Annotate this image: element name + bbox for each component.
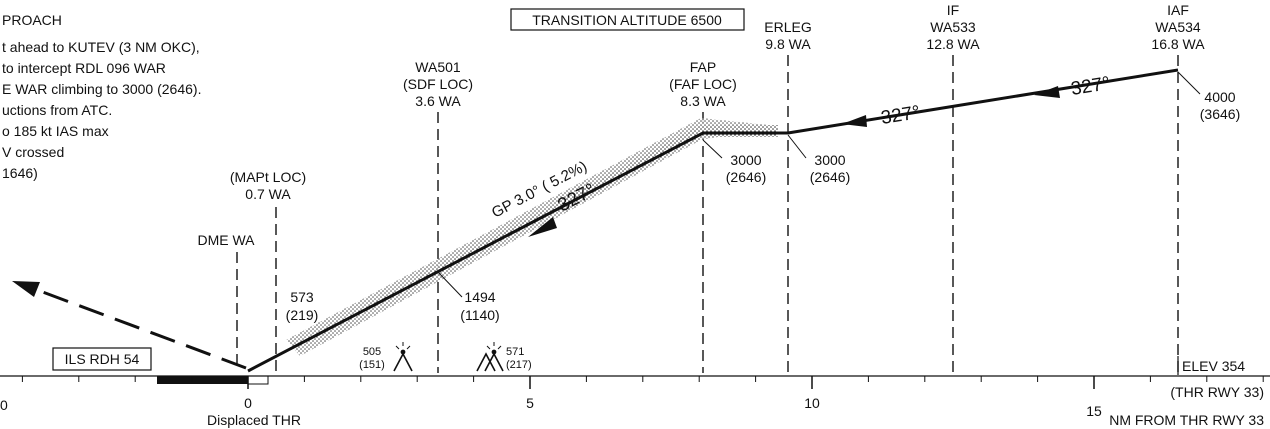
obstacle-elevation: 571 <box>506 346 524 358</box>
fix-if-dist: 12.8 WA <box>926 36 980 52</box>
axis-tick-label: 0 <box>244 395 252 411</box>
fix-wa501-name: WA501 <box>415 59 461 75</box>
axis-tick-label: 0 <box>0 397 8 413</box>
axis-tick-label: 10 <box>804 395 820 411</box>
iaf-height: (3646) <box>1200 106 1240 122</box>
obstacle-elevation: 505 <box>363 346 381 358</box>
fix-iaf-name: IAF <box>1167 2 1189 18</box>
wa501-altitude: 1494 <box>464 289 495 305</box>
erleg-height: (2646) <box>810 169 850 185</box>
fix-mapt-label: (MAPt LOC) <box>230 169 306 185</box>
approach-note-line: V crossed <box>2 144 64 160</box>
runway-bar <box>157 376 248 384</box>
approach-profile-line <box>247 68 1179 373</box>
fap-height: (2646) <box>726 169 766 185</box>
displaced-threshold-label: Displaced THR <box>207 412 301 428</box>
axis-tick-label: 15 <box>1086 403 1102 419</box>
fix-if-ident: WA533 <box>930 19 976 35</box>
intermediate-course-arrow-icon <box>842 115 867 127</box>
initial-course-arrow-icon <box>1034 86 1060 98</box>
fap-altitude: 3000 <box>730 152 761 168</box>
obstacle-icon <box>393 342 413 372</box>
approach-note-line: E WAR climbing to 3000 (2646). <box>2 81 201 97</box>
erleg-altitude: 3000 <box>814 152 845 168</box>
altitude-leaders <box>437 71 1201 298</box>
fix-erleg-dist: 9.8 WA <box>765 36 811 52</box>
fix-erleg-name: ERLEG <box>764 19 811 35</box>
approach-note-line: o 185 kt IAS max <box>2 123 109 139</box>
ils-rdh-label: ILS RDH 54 <box>65 351 140 367</box>
approach-note-line: PROACH <box>2 12 62 28</box>
missed-approach-path <box>12 281 247 370</box>
obstacle-571: 571 (217) <box>476 342 532 372</box>
obstacle-group-icon <box>476 342 504 372</box>
missed-approach-arrow-icon <box>12 281 40 297</box>
fix-fap-dist: 8.3 WA <box>680 93 726 109</box>
transition-altitude-label: TRANSITION ALTITUDE 6500 <box>532 12 722 28</box>
glide-path-arrow-icon <box>528 217 557 237</box>
axis-unit-label: NM FROM THR RWY 33 <box>1109 412 1264 428</box>
map-altitude: 573 <box>290 289 314 305</box>
ils-rdh-box: ILS RDH 54 <box>52 347 152 371</box>
intermediate-course-label: 327° <box>879 102 921 129</box>
elevation-box: ELEV 354 <box>1177 356 1245 375</box>
approach-note-line: uctions from ATC. <box>2 102 112 118</box>
iaf-altitude: 4000 <box>1204 89 1235 105</box>
fix-if-name: IF <box>947 2 959 18</box>
obstacle-505: 505 (151) <box>359 342 413 372</box>
approach-note-line: t ahead to KUTEV (3 NM OKC), <box>2 39 200 55</box>
fix-dme-wa-label: DME WA <box>197 232 255 248</box>
threshold-runway-label: (THR RWY 33) <box>1170 384 1264 400</box>
approach-notes: PROACH t ahead to KUTEV (3 NM OKC), to i… <box>2 12 201 181</box>
obstacle-height: (217) <box>506 359 532 371</box>
axis-tick-label: 5 <box>526 395 534 411</box>
map-height: (219) <box>286 307 319 323</box>
fix-wa501-sub: (SDF LOC) <box>403 76 473 92</box>
transition-altitude-box: TRANSITION ALTITUDE 6500 <box>510 8 745 31</box>
fix-fap-name: FAP <box>690 59 716 75</box>
altitude-labels: 3000 (2646) 3000 (2646) 4000 (3646) 1494… <box>286 89 1241 323</box>
fix-mapt-dist: 0.7 WA <box>245 186 291 202</box>
fix-fap-sub: (FAF LOC) <box>669 76 737 92</box>
wa501-height: (1140) <box>460 307 499 323</box>
initial-course-label: 327° <box>1069 73 1111 100</box>
elevation-label: ELEV 354 <box>1182 358 1245 374</box>
approach-note-line: 1646) <box>2 165 38 181</box>
fix-wa501-dist: 3.6 WA <box>415 93 461 109</box>
fix-iaf-ident: WA534 <box>1155 19 1201 35</box>
distance-axis-ticks <box>21 376 1264 389</box>
obstacle-height: (151) <box>359 359 385 371</box>
approach-note-line: to intercept RDL 096 WAR <box>2 60 166 76</box>
fix-iaf-dist: 16.8 WA <box>1151 36 1205 52</box>
fix-labels: WA501 (SDF LOC) 3.6 WA FAP (FAF LOC) 8.3… <box>197 2 1205 248</box>
displaced-threshold-segment <box>247 375 269 385</box>
fix-lines <box>236 55 1179 373</box>
glide-path-protection-band-upper <box>286 118 778 356</box>
